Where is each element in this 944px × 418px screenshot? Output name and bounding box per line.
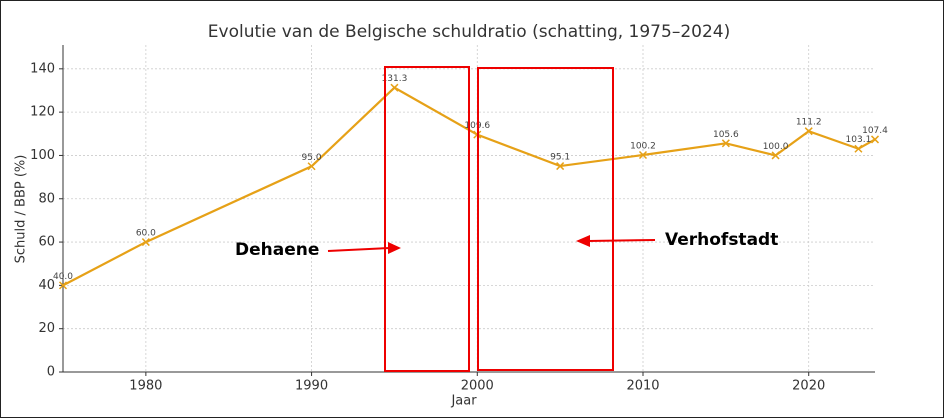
x-axis-label: Jaar [450, 394, 477, 409]
chart-title: Evolutie van de Belgische schuldratio (s… [208, 22, 730, 42]
y-tick-label: 80 [38, 191, 55, 206]
arrow [327, 247, 391, 252]
arrow-head [576, 235, 590, 247]
data-point [58, 281, 68, 290]
annotation: Verhofstadt [665, 230, 778, 250]
data-line [62, 86, 876, 287]
value-label: 107.4 [862, 126, 888, 136]
x-tick-label: 1990 [295, 379, 328, 394]
x-tick-label: 1980 [129, 379, 162, 394]
data-point [854, 144, 863, 153]
y-tick-label: 20 [38, 321, 55, 336]
x-tick-label: 2010 [626, 379, 659, 394]
value-label: 111.2 [796, 118, 822, 128]
data-point [638, 150, 648, 160]
arrow-head [388, 242, 401, 254]
value-label: 95.1 [550, 153, 570, 163]
data-point [141, 238, 150, 247]
value-label: 105.6 [713, 130, 739, 140]
data-point [870, 135, 880, 144]
value-label: 103.1 [846, 135, 872, 145]
data-point [556, 162, 565, 171]
data-point [771, 151, 780, 160]
y-tick-label: 60 [38, 235, 55, 250]
period-box [384, 66, 470, 372]
value-label: 40.0 [53, 272, 73, 282]
value-label: 100.2 [630, 142, 656, 152]
data-point [390, 83, 399, 92]
y-tick-label: 100 [30, 148, 55, 163]
y-tick-label: 120 [30, 105, 55, 120]
data-point [307, 162, 316, 171]
value-label: 131.3 [382, 74, 408, 84]
arrow [587, 239, 656, 242]
y-tick-label: 40 [38, 278, 55, 293]
period-box [477, 67, 614, 371]
y-axis-label: Schuld / BBP (%) [14, 155, 29, 264]
data-point [721, 139, 730, 148]
x-tick-label: 2020 [792, 379, 825, 394]
value-label: 95.0 [302, 153, 322, 163]
y-tick-label: 0 [47, 365, 55, 380]
x-tick-label: 2000 [461, 379, 494, 394]
value-label: 100.0 [763, 142, 789, 152]
data-point [804, 127, 813, 136]
y-tick-label: 140 [30, 61, 55, 76]
annotation: Dehaene [235, 240, 319, 260]
value-label: 60.0 [136, 229, 156, 239]
